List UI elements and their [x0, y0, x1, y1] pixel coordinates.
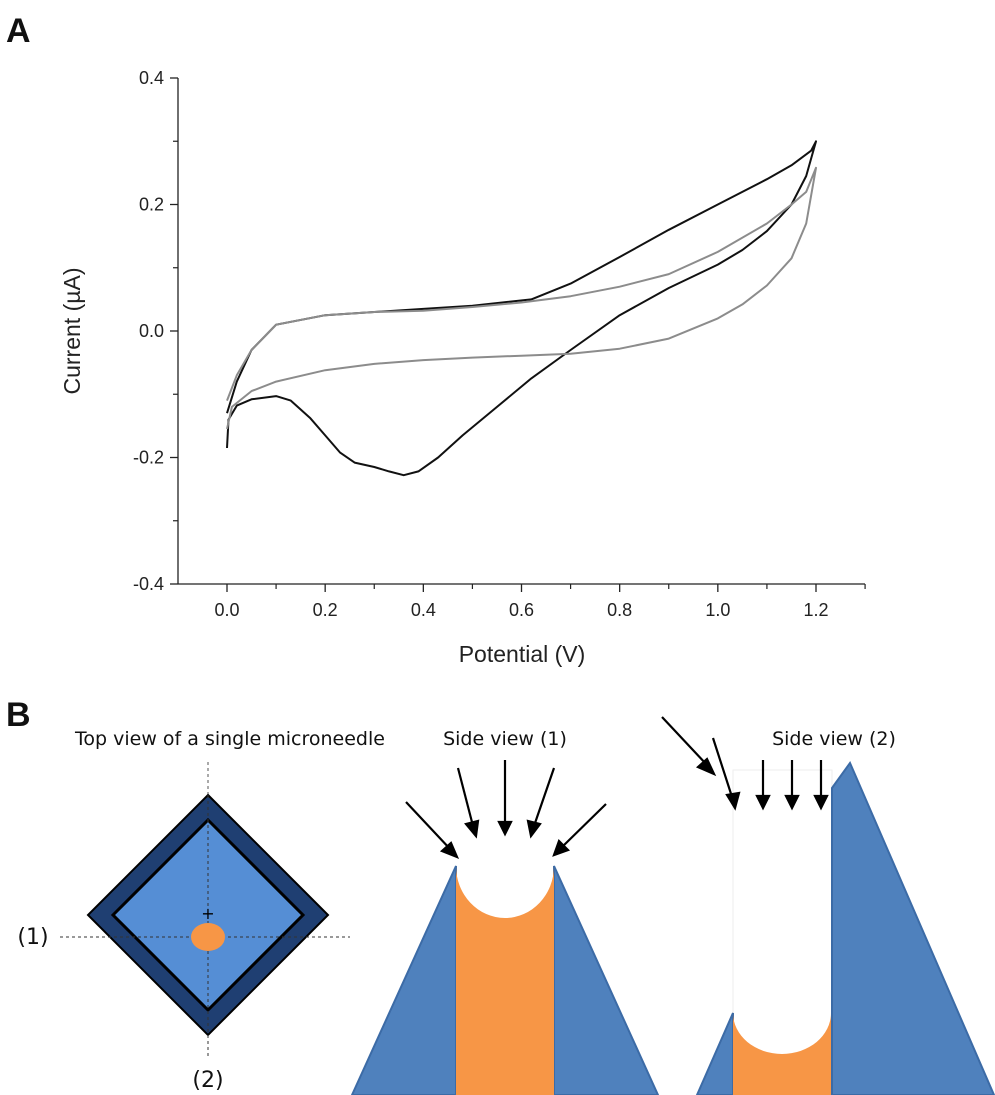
section-label-1: (1)	[17, 925, 48, 950]
x-tick-label: 0.6	[509, 600, 534, 620]
x-tick-label: 1.0	[705, 600, 730, 620]
needle-right-wall	[831, 760, 995, 1095]
side-view-2-diagram	[661, 716, 995, 1095]
side-view-1-diagram	[350, 760, 660, 1095]
cyclic-voltammogram-chart: 0.0 0.2 0.4 0.6 0.8 1.0 1.2 -0.4 -0.2 0.0 0.2 0.4 P…	[59, 68, 866, 667]
needle-left-stub	[695, 1012, 734, 1095]
diffusion-arrows-recessed	[661, 716, 717, 777]
arrows-drawn	[711, 737, 829, 811]
y-tick-label: 0.2	[139, 195, 164, 215]
panel-b-label: B	[6, 696, 31, 734]
section-label-2: (2)	[192, 1068, 223, 1093]
diffusion-arrows	[405, 760, 607, 860]
axis-ticks: 0.0 0.2 0.4 0.6 0.8 1.0 1.2 -0.4 -0.2 0.0 0.2 0.4	[133, 68, 866, 620]
y-tick-label: -0.4	[133, 574, 164, 594]
x-tick-label: 0.8	[607, 600, 632, 620]
y-tick-label: -0.2	[133, 448, 164, 468]
needle-left-flank	[350, 865, 457, 1095]
side-view-1-caption: Side view (1)	[443, 728, 567, 750]
series-line-2	[226, 166, 817, 430]
electrode-core-recessed	[733, 1013, 831, 1095]
y-tick-label: 0.0	[139, 321, 164, 341]
series-line-1	[226, 140, 817, 477]
electrode-core	[456, 866, 554, 1095]
electrode-spot	[191, 923, 225, 951]
side-view-2-caption: Side view (2)	[772, 728, 896, 750]
recess-outline	[732, 769, 833, 1095]
y-tick-label: 0.4	[139, 68, 164, 88]
needle-right-flank	[553, 865, 660, 1095]
center-mark: +	[201, 904, 214, 923]
x-axis-title: Potential (V)	[459, 641, 586, 667]
panel-a-label: A	[6, 12, 31, 50]
x-tick-label: 1.2	[803, 600, 828, 620]
x-tick-label: 0.4	[411, 600, 436, 620]
y-axis-title: Current (µA)	[59, 268, 85, 395]
top-view-caption: Top view of a single microneedle	[74, 728, 385, 750]
x-tick-label: 0.0	[214, 600, 239, 620]
top-view-diagram: + (1) (2)	[17, 762, 350, 1093]
x-tick-label: 0.2	[313, 600, 338, 620]
data-series	[226, 140, 817, 477]
